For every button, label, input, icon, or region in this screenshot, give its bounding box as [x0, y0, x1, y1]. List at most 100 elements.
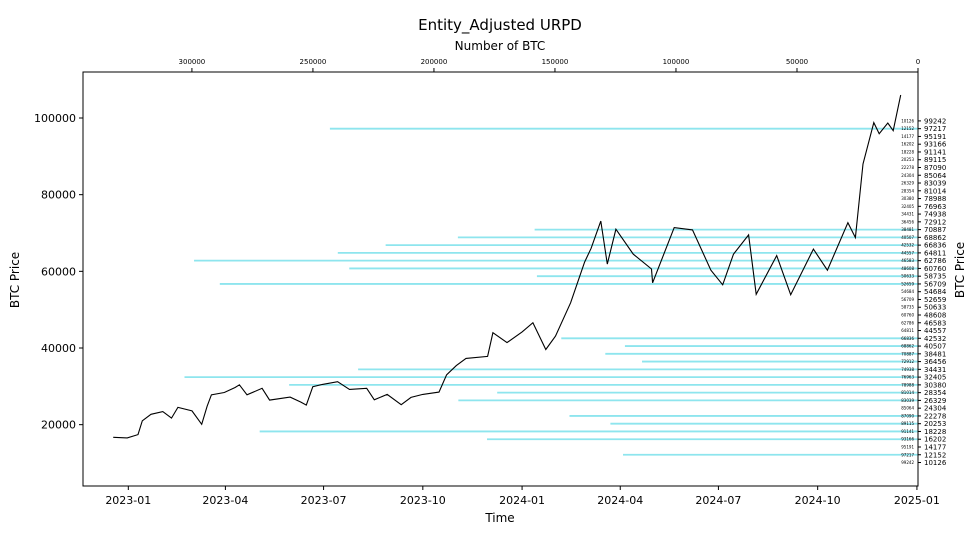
bar-annotation: 32405: [901, 204, 914, 209]
bar-annotation: 18228: [901, 149, 914, 154]
x-tick-label: 2023-01: [105, 494, 151, 507]
top-axis-label: Number of BTC: [455, 39, 546, 53]
right-tick-label: 99242: [924, 117, 946, 125]
right-tick-label: 89115: [924, 156, 946, 164]
right-tick-label: 72912: [924, 218, 946, 226]
bar-annotation: 54684: [901, 289, 914, 294]
right-tick-label: 85064: [924, 172, 947, 180]
right-tick-label: 36456: [924, 358, 947, 366]
bar-annotation: 74938: [901, 367, 914, 372]
bar-annotation: 87090: [901, 413, 914, 418]
right-tick-label: 81014: [924, 187, 947, 195]
bar-annotation: 66836: [901, 336, 914, 341]
bar-annotation: 50633: [901, 274, 914, 279]
bar-annotation: 91141: [901, 429, 914, 434]
right-tick-label: 32405: [924, 374, 946, 382]
y-tick-label: 80000: [41, 189, 76, 202]
x-tick-label: 2023-04: [202, 494, 248, 507]
right-tick-label: 68862: [924, 234, 946, 242]
x-axis-label: Time: [484, 511, 514, 525]
right-tick-label: 10126: [924, 459, 947, 467]
bar-annotation: 38481: [901, 227, 914, 232]
right-tick-label: 34431: [924, 366, 946, 374]
right-tick-label: 76963: [924, 203, 946, 211]
y-tick-label: 60000: [41, 265, 76, 278]
right-tick-label: 38481: [924, 350, 946, 358]
bar-annotation: 95191: [901, 444, 914, 449]
right-tick-label: 22278: [924, 412, 946, 420]
right-tick-label: 14177: [924, 443, 946, 451]
right-tick-label: 95191: [924, 133, 946, 141]
bar-annotation: 28354: [901, 188, 914, 193]
top-tick-label: 50000: [786, 58, 808, 66]
bar-annotation: 52659: [901, 281, 914, 286]
bar-annotation: 62786: [901, 320, 914, 325]
bar-annotation: 78988: [901, 382, 914, 387]
bar-annotation: 22278: [901, 165, 914, 170]
bar-annotation: 40507: [901, 235, 914, 240]
y-tick-label: 100000: [34, 112, 76, 125]
bar-annotation: 76963: [901, 375, 914, 380]
bar-annotation: 97217: [901, 452, 914, 457]
right-tick-label: 97217: [924, 125, 946, 133]
right-tick-label: 87090: [924, 164, 946, 172]
top-tick-label: 200000: [421, 58, 448, 66]
right-tick-label: 12152: [924, 451, 946, 459]
right-tick-label: 64811: [924, 249, 946, 257]
x-tick-label: 2024-10: [795, 494, 841, 507]
right-tick-label: 28354: [924, 389, 947, 397]
chart-title: Entity_Adjusted URPD: [418, 16, 582, 35]
y-axis-label-left: BTC Price: [8, 252, 22, 308]
right-tick-label: 54684: [924, 288, 947, 296]
right-tick-label: 62786: [924, 257, 947, 265]
bar-annotation: 30380: [901, 196, 914, 201]
y-tick-label: 20000: [41, 419, 76, 432]
right-tick-label: 74938: [924, 211, 946, 219]
top-tick-label: 100000: [663, 58, 690, 66]
right-tick-label: 70887: [924, 226, 946, 234]
right-tick-label: 60760: [924, 265, 946, 273]
bar-annotation: 12152: [901, 126, 914, 131]
right-tick-label: 56709: [924, 280, 946, 288]
bar-annotation: 10126: [901, 118, 914, 123]
bar-annotation: 93166: [901, 437, 914, 442]
bar-annotation: 36456: [901, 219, 914, 224]
top-tick-label: 0: [916, 58, 920, 66]
axis-ticks: 2023-01 2023-04 2023-07 2023-10 2024-01 2024-…: [34, 58, 947, 507]
right-tick-label: 78988: [924, 195, 946, 203]
right-tick-label: 18228: [924, 428, 946, 436]
right-tick-label: 30380: [924, 381, 946, 389]
right-tick-label: 52659: [924, 296, 946, 304]
x-tick-label: 2025-01: [894, 494, 940, 507]
bar-annotation: 60760: [901, 313, 914, 318]
top-tick-label: 300000: [179, 58, 206, 66]
plot-frame: [82, 71, 919, 487]
x-tick-label: 2024-07: [695, 494, 741, 507]
bar-annotation: 16202: [901, 142, 914, 147]
bar-annotation: 48608: [901, 266, 914, 271]
bar-annotation: 72912: [901, 359, 914, 364]
y-axis-label-right: BTC Price: [953, 242, 967, 298]
right-tick-label: 40507: [924, 343, 946, 351]
right-tick-label: 93166: [924, 141, 947, 149]
bar-annotation: 34431: [901, 212, 914, 217]
right-tick-label: 46583: [924, 319, 946, 327]
right-tick-label: 42532: [924, 335, 946, 343]
right-tick-label: 91141: [924, 148, 946, 156]
bar-annotation: 26329: [901, 181, 914, 186]
bar-annotation: 20253: [901, 157, 914, 162]
bar-annotation: 58735: [901, 305, 914, 310]
bar-annotation: 68862: [901, 344, 914, 349]
bar-annotation: 64811: [901, 328, 914, 333]
bar-annotation: 44557: [901, 250, 914, 255]
right-tick-label: 16202: [924, 436, 946, 444]
bar-annotation: 83039: [901, 398, 914, 403]
right-tick-label: 50633: [924, 304, 946, 312]
bar-annotation: 24304: [901, 173, 914, 178]
bar-annotations: 99242 97217 95191 93166 91141 89115 87090 85064…: [901, 118, 914, 465]
x-tick-label: 2024-04: [597, 494, 643, 507]
right-tick-label: 58735: [924, 273, 946, 281]
bar-annotation: 81014: [901, 390, 914, 395]
right-tick-label: 66836: [924, 242, 947, 250]
